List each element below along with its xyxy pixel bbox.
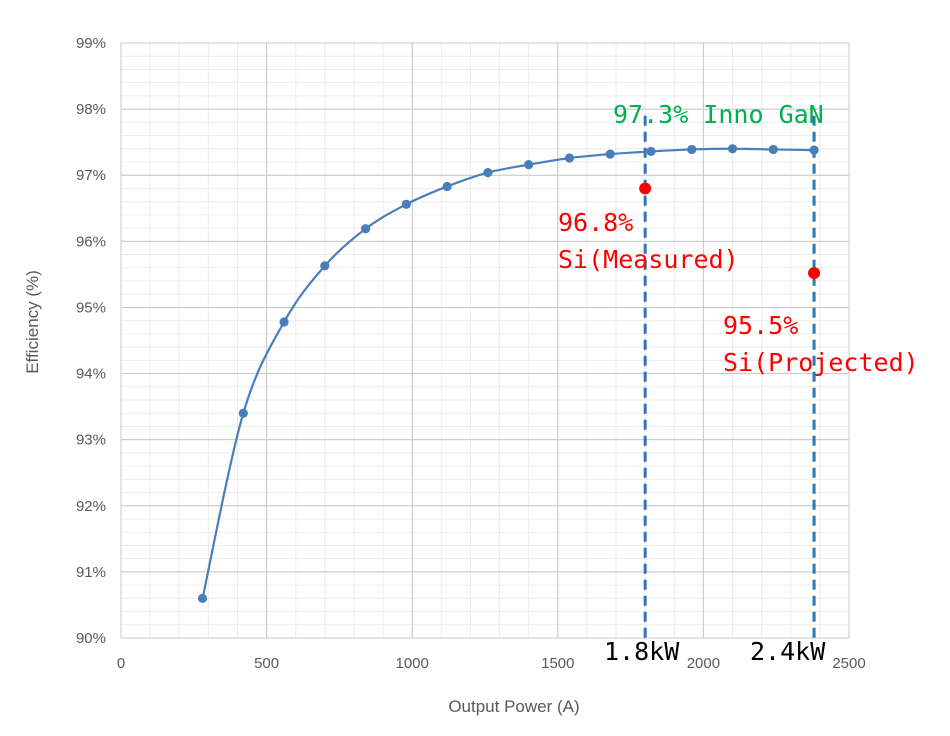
y-axis-title: Efficiency (%) <box>23 270 42 374</box>
data-point <box>687 144 697 155</box>
x-tick-label: 2500 <box>832 655 865 672</box>
major-grid <box>120 42 850 639</box>
x-tick-label: 2000 <box>687 655 720 672</box>
x-tick-label: 500 <box>254 655 279 672</box>
y-tick-label: 92% <box>76 498 106 515</box>
y-tick-label: 95% <box>76 299 106 316</box>
si-marker <box>808 267 821 280</box>
data-point <box>401 199 411 209</box>
series-group <box>197 144 819 603</box>
data-point <box>564 153 575 163</box>
data-point <box>238 408 248 418</box>
data-point <box>279 317 289 327</box>
data-point <box>197 593 208 603</box>
minor-grid <box>120 42 850 639</box>
si-markers <box>639 182 821 280</box>
data-point <box>605 149 615 159</box>
x-axis-ticks: 0 500 1000 1500 2000 2500 <box>117 655 866 672</box>
y-tick-label: 94% <box>76 366 106 383</box>
annotations: 97.3% Inno GaN 96.8% Si(Measured) 95.5% Si(P… <box>558 100 919 666</box>
y-axis-ticks: 90% 91% 92% 93% 94% 95% 96% 97% 98% 99% <box>76 35 106 647</box>
y-tick-label: 99% <box>76 35 106 52</box>
x-axis-title: Output Power (A) <box>448 697 579 716</box>
data-point <box>524 160 534 170</box>
y-tick-label: 98% <box>76 101 106 118</box>
annotation-si-meas-val: 96.8% <box>558 208 633 237</box>
annotation-si-meas-lbl: Si(Measured) <box>558 245 739 274</box>
y-tick-label: 93% <box>76 432 106 449</box>
y-tick-label: 91% <box>76 564 106 581</box>
x-tick-label: 1000 <box>396 655 429 672</box>
y-tick-label: 96% <box>76 233 106 250</box>
x-tick-label: 0 <box>117 655 125 672</box>
annotation-si-proj-lbl: Si(Projected) <box>723 348 919 377</box>
y-tick-label: 97% <box>76 167 106 184</box>
data-point <box>727 144 738 154</box>
data-point <box>768 144 778 155</box>
data-point <box>361 224 371 234</box>
si-marker <box>639 182 652 195</box>
annotation-si-proj-val: 95.5% <box>723 311 798 340</box>
y-tick-label: 90% <box>76 630 106 647</box>
data-point <box>646 146 656 157</box>
data-point <box>320 261 330 271</box>
data-point <box>442 181 452 192</box>
annotation-kw24: 2.4kW <box>750 637 826 666</box>
annotation-kw18: 1.8kW <box>604 637 680 666</box>
annotation-gan: 97.3% Inno GaN <box>613 100 824 129</box>
reference-lines <box>643 115 816 638</box>
data-point <box>483 167 493 178</box>
data-point <box>809 145 819 155</box>
x-tick-label: 1500 <box>541 655 574 672</box>
